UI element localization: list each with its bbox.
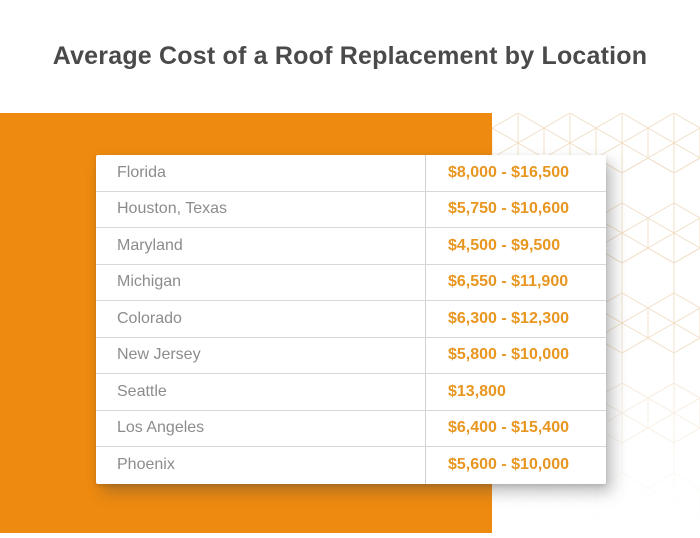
cost-cell: $6,300 - $12,300 [425, 301, 606, 337]
cost-cell: $5,600 - $10,000 [425, 447, 606, 484]
page-title: Average Cost of a Roof Replacement by Lo… [52, 42, 648, 70]
cost-cell: $6,400 - $15,400 [425, 410, 606, 446]
table-row: Florida $8,000 - $16,500 [96, 155, 606, 192]
cost-cell: $6,550 - $11,900 [425, 264, 606, 300]
location-cell: Seattle [117, 382, 167, 400]
table-row: Seattle $13,800 [96, 374, 606, 411]
location-cell: New Jersey [117, 346, 201, 364]
table-row: New Jersey $5,800 - $10,000 [96, 337, 606, 374]
cost-table: Florida $8,000 - $16,500 Houston, Texas … [96, 155, 606, 484]
location-cell: Phoenix [117, 456, 175, 474]
cost-cell: $5,800 - $10,000 [425, 337, 606, 373]
cost-cell: $13,800 [425, 374, 606, 410]
cost-cell: $5,750 - $10,600 [425, 191, 606, 227]
location-cell: Houston, Texas [117, 200, 227, 218]
table-row: Maryland $4,500 - $9,500 [96, 228, 606, 265]
title-band: Average Cost of a Roof Replacement by Lo… [0, 0, 700, 113]
location-cell: Michigan [117, 273, 182, 291]
cost-cell: $4,500 - $9,500 [425, 228, 606, 264]
location-cell: Los Angeles [117, 419, 205, 437]
cost-cell: $8,000 - $16,500 [425, 155, 606, 191]
location-cell: Florida [117, 163, 166, 181]
table-row: Los Angeles $6,400 - $15,400 [96, 410, 606, 447]
table-row: Michigan $6,550 - $11,900 [96, 264, 606, 301]
table-row: Phoenix $5,600 - $10,000 [96, 447, 606, 484]
location-cell: Maryland [117, 236, 183, 254]
table-row: Houston, Texas $5,750 - $10,600 [96, 191, 606, 228]
table-row: Colorado $6,300 - $12,300 [96, 301, 606, 338]
location-cell: Colorado [117, 309, 182, 327]
